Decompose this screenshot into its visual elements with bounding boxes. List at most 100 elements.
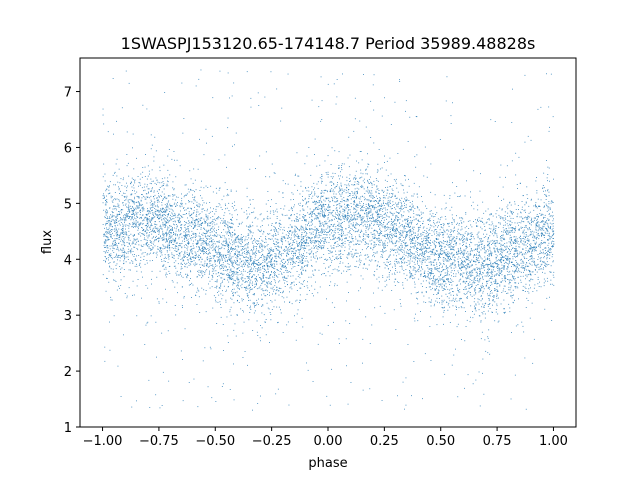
data-point bbox=[237, 260, 238, 261]
data-point bbox=[524, 217, 526, 219]
data-point bbox=[387, 226, 389, 228]
data-point bbox=[122, 202, 124, 204]
data-point bbox=[428, 251, 430, 253]
data-point bbox=[450, 248, 452, 250]
data-point bbox=[549, 249, 551, 251]
data-point bbox=[491, 292, 493, 294]
data-point bbox=[191, 297, 192, 298]
data-point bbox=[207, 224, 209, 226]
data-point bbox=[549, 232, 550, 234]
data-point bbox=[355, 198, 357, 200]
data-point bbox=[474, 290, 476, 292]
data-point bbox=[455, 314, 456, 316]
data-point bbox=[464, 289, 466, 290]
data-point bbox=[167, 185, 169, 187]
data-point bbox=[388, 216, 390, 218]
data-point bbox=[178, 219, 180, 221]
data-point bbox=[274, 234, 276, 236]
data-point bbox=[334, 228, 336, 230]
data-point bbox=[127, 208, 129, 210]
data-point bbox=[300, 181, 302, 183]
data-point bbox=[194, 225, 196, 227]
data-point bbox=[273, 234, 274, 236]
data-point bbox=[281, 292, 283, 294]
data-point bbox=[242, 332, 244, 334]
data-point bbox=[396, 215, 398, 217]
data-point bbox=[223, 273, 225, 275]
data-point bbox=[536, 222, 538, 224]
data-point bbox=[159, 247, 161, 248]
data-point bbox=[110, 197, 112, 199]
data-point bbox=[321, 245, 323, 246]
data-point bbox=[108, 270, 110, 272]
data-point bbox=[535, 249, 537, 251]
data-point bbox=[240, 234, 242, 236]
data-point bbox=[421, 213, 422, 215]
data-point bbox=[487, 258, 489, 260]
data-point bbox=[202, 243, 204, 245]
data-point bbox=[339, 216, 341, 218]
data-point bbox=[446, 233, 448, 235]
data-point bbox=[134, 179, 136, 181]
data-point bbox=[313, 295, 314, 297]
data-point bbox=[487, 258, 489, 260]
data-point bbox=[192, 233, 194, 235]
data-point bbox=[268, 308, 270, 310]
data-point bbox=[474, 254, 475, 255]
data-point bbox=[220, 217, 222, 219]
data-point bbox=[315, 203, 317, 205]
data-point bbox=[500, 164, 502, 166]
data-point bbox=[221, 199, 223, 201]
data-point bbox=[117, 218, 118, 220]
data-point bbox=[296, 284, 297, 285]
data-point bbox=[194, 191, 195, 193]
data-point bbox=[305, 234, 307, 236]
data-point bbox=[105, 260, 106, 262]
data-point bbox=[497, 270, 499, 272]
data-point bbox=[356, 243, 358, 244]
data-point bbox=[203, 233, 205, 234]
data-point bbox=[143, 259, 145, 260]
data-point bbox=[231, 278, 233, 279]
data-point bbox=[392, 201, 394, 203]
data-point bbox=[436, 279, 438, 281]
data-point bbox=[452, 230, 454, 232]
data-point bbox=[384, 236, 386, 238]
data-point bbox=[331, 211, 333, 213]
data-point bbox=[408, 250, 410, 252]
data-point bbox=[210, 185, 212, 187]
data-point bbox=[503, 239, 505, 240]
data-point bbox=[259, 155, 261, 157]
data-point bbox=[286, 255, 287, 256]
data-point bbox=[540, 215, 542, 216]
data-point bbox=[348, 292, 349, 293]
data-point bbox=[512, 256, 514, 258]
data-point bbox=[336, 209, 338, 211]
data-point bbox=[306, 245, 308, 247]
data-point bbox=[532, 239, 534, 241]
data-point bbox=[210, 348, 212, 350]
data-point bbox=[544, 264, 545, 266]
data-point bbox=[207, 386, 209, 388]
data-point bbox=[189, 258, 191, 260]
data-point bbox=[312, 195, 314, 197]
data-point bbox=[174, 194, 176, 196]
data-point bbox=[374, 206, 376, 208]
data-point bbox=[464, 232, 466, 234]
data-point bbox=[123, 260, 125, 262]
data-point bbox=[272, 276, 273, 278]
data-point bbox=[552, 211, 553, 213]
data-point bbox=[388, 216, 390, 218]
data-point bbox=[418, 242, 420, 244]
data-point bbox=[342, 242, 344, 244]
data-point bbox=[270, 229, 272, 231]
data-point bbox=[447, 256, 449, 258]
data-point bbox=[498, 320, 500, 322]
data-point bbox=[490, 276, 492, 278]
data-point bbox=[305, 220, 307, 222]
data-point bbox=[125, 224, 127, 226]
data-point bbox=[466, 225, 468, 227]
data-point bbox=[456, 252, 457, 254]
data-point bbox=[237, 279, 239, 281]
data-point bbox=[267, 266, 269, 268]
